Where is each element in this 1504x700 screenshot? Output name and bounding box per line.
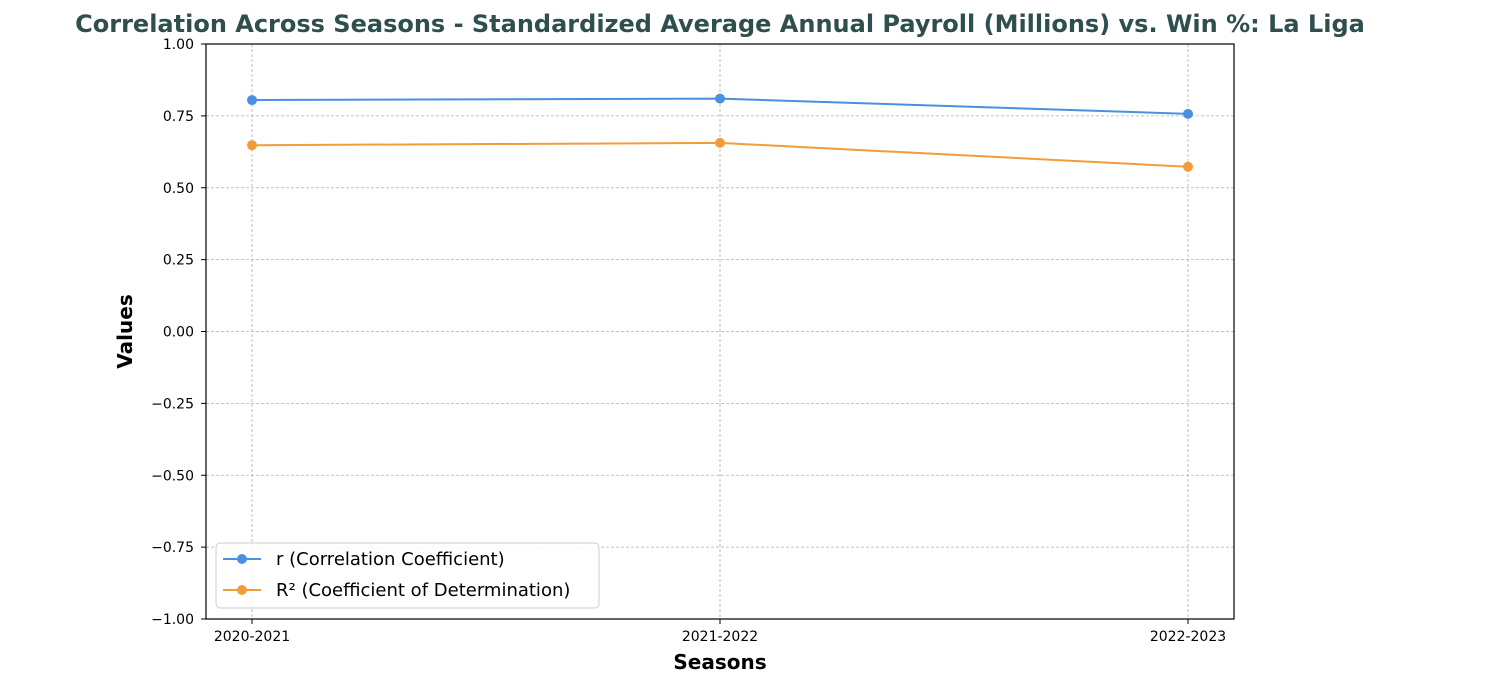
grid-lines [206,43,1234,620]
y-tick-label: −0.75 [151,540,194,556]
y-tick-label: 0.00 [163,325,194,341]
x-tick-label: 2020-2021 [214,629,290,645]
y-tick-label: −0.25 [151,396,194,412]
y-tick-label: 0.50 [163,181,194,197]
chart-title: Correlation Across Seasons - Standardize… [75,10,1365,38]
y-tick-label: 1.00 [163,37,194,53]
y-tick-label: 0.75 [163,109,194,125]
legend-label: R² (Coefficient of Determination) [276,580,570,601]
x-tick-label: 2021-2022 [682,629,758,645]
legend-box [215,542,600,609]
data-point [1183,161,1193,172]
y-tick-label: −0.50 [151,468,194,484]
y-tick-label: 0.25 [163,253,194,269]
x-axis-ticks: 2020-2021 2021-2022 2022-2023 [214,619,1226,645]
data-point [247,140,257,151]
series-lines [247,93,1193,172]
y-tick-label: −1.00 [151,612,194,628]
legend-swatch-marker [237,585,247,595]
legend: r (Correlation Coefficient) R² (Coefficie… [215,542,600,609]
y-axis-label: Values [113,294,137,368]
data-point [247,95,257,106]
legend-label: r (Correlation Coefficient) [276,549,505,570]
y-axis-ticks: −1.00 −0.75 −0.50 −0.25 0.00 0.25 0.50 0.75 1.00 [151,37,206,628]
legend-swatch-marker [237,554,247,564]
data-point [715,137,725,148]
data-point [715,93,725,104]
x-tick-label: 2022-2023 [1150,629,1226,645]
data-point [1183,108,1193,119]
x-axis-label: Seasons [673,650,766,674]
